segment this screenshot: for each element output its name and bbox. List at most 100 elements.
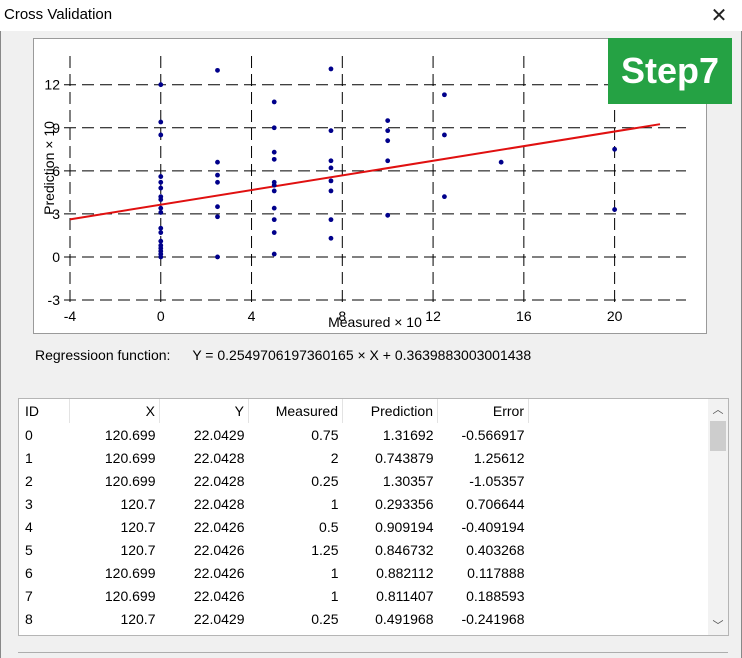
- data-point: [385, 158, 391, 164]
- cell-prediction: 0.909194: [375, 518, 434, 535]
- column-header-id[interactable]: ID: [19, 399, 70, 423]
- step-badge-label: Step7: [620, 50, 720, 91]
- table-row[interactable]: 1 120.699 22.0428 2 0.743879 1.25612: [19, 446, 529, 469]
- cell-measured: 1: [330, 564, 339, 581]
- cell-x: 120.699: [104, 426, 156, 443]
- cell-y: 22.0429: [193, 426, 245, 443]
- x-tick-label: 12: [425, 308, 441, 324]
- cell-id: 1: [25, 449, 33, 466]
- table-row[interactable]: 2 120.699 22.0428 0.25 1.30357 -1.05357: [19, 469, 529, 492]
- y-tick-label: 9: [52, 120, 60, 136]
- regression-line: [69, 123, 661, 221]
- cell-x: 120.7: [120, 541, 156, 558]
- cell-id: 3: [25, 495, 33, 512]
- table-row[interactable]: 8 120.7 22.0429 0.25 0.491968 -0.241968: [19, 607, 529, 630]
- column-header-error[interactable]: Error: [437, 399, 529, 423]
- cell-error: -1.05357: [469, 472, 525, 489]
- close-icon: ✕: [710, 5, 728, 27]
- cell-y: 22.0426: [193, 541, 245, 558]
- table-row[interactable]: 3 120.7 22.0428 1 0.293356 0.706644: [19, 492, 529, 515]
- cell-error: -0.566917: [461, 426, 525, 443]
- vertical-scrollbar[interactable]: ︿ ﹀: [708, 399, 728, 635]
- column-header-x[interactable]: X: [69, 399, 160, 423]
- y-tick-label: -3: [48, 292, 61, 308]
- cell-error: 0.117888: [467, 564, 525, 581]
- table-row[interactable]: 4 120.7 22.0426 0.5 0.909194 -0.409194: [19, 515, 529, 538]
- scroll-up-icon[interactable]: ︿: [712, 404, 724, 416]
- data-point: [158, 174, 164, 179]
- data-point: [271, 182, 277, 188]
- data-point: [158, 225, 164, 231]
- data-point: [271, 125, 277, 131]
- cell-id: 0: [25, 426, 33, 443]
- column-header-prediction[interactable]: Prediction: [342, 399, 438, 423]
- data-point: [215, 204, 220, 210]
- cell-prediction: 0.882112: [376, 564, 434, 581]
- cell-measured: 0.25: [311, 472, 339, 489]
- scroll-down-icon[interactable]: ﹀: [712, 620, 724, 632]
- title-bar: Cross Validation ✕: [0, 0, 742, 31]
- cell-id: 6: [25, 564, 33, 581]
- y-axis-label: Prediction × 10: [41, 121, 57, 215]
- data-point: [158, 230, 164, 235]
- column-header-measured[interactable]: Measured: [248, 399, 343, 423]
- cell-measured: 1: [330, 587, 339, 604]
- column-header-y[interactable]: Y: [159, 399, 249, 423]
- data-point: [328, 128, 334, 134]
- table-row[interactable]: 5 120.7 22.0426 1.25 0.846732 0.403268: [19, 538, 529, 561]
- cell-prediction: 1.31692: [382, 426, 434, 443]
- data-point: [612, 146, 618, 152]
- data-point: [215, 172, 220, 178]
- data-point: [271, 205, 277, 211]
- close-button[interactable]: ✕: [696, 0, 742, 31]
- cell-y: 22.0429: [193, 610, 245, 627]
- y-tick-label: 6: [52, 163, 60, 179]
- cell-x: 120.7: [120, 495, 156, 512]
- cell-prediction: 0.846732: [375, 541, 434, 558]
- cell-measured: 0.5: [319, 518, 339, 535]
- cell-prediction: 0.293356: [375, 495, 434, 512]
- data-point: [328, 235, 334, 241]
- regression-function: Regressioon function: Y = 0.254970619736…: [35, 347, 531, 363]
- table-row[interactable]: 6 120.699 22.0426 1 0.882112 0.117888: [19, 561, 529, 584]
- cell-id: 4: [25, 518, 33, 535]
- data-point: [385, 212, 391, 218]
- data-point: [385, 118, 391, 123]
- data-point: [215, 254, 220, 260]
- x-tick-label: 8: [338, 308, 346, 324]
- data-point: [442, 92, 447, 98]
- cell-error: -0.241968: [461, 610, 525, 627]
- cell-x: 120.699: [104, 587, 156, 604]
- regression-label: Regressioon function:: [35, 347, 171, 363]
- cell-id: 8: [25, 610, 33, 627]
- data-point: [442, 132, 447, 138]
- data-point: [328, 217, 334, 223]
- cell-prediction: 0.491968: [375, 610, 434, 627]
- cell-error: 1.25612: [473, 449, 525, 466]
- data-point: [271, 188, 277, 194]
- cell-x: 120.7: [120, 518, 156, 535]
- x-axis-label: Measured × 10: [328, 314, 422, 330]
- data-point: [612, 207, 618, 212]
- y-tick-label: 0: [52, 249, 60, 265]
- data-point: [158, 82, 164, 88]
- cell-measured: 1.25: [311, 541, 339, 558]
- data-point: [158, 185, 164, 191]
- table-row[interactable]: 0 120.699 22.0429 0.75 1.31692 -0.566917: [19, 423, 529, 446]
- scrollbar-thumb[interactable]: [710, 421, 726, 451]
- cell-measured: 1: [330, 495, 339, 512]
- cell-y: 22.0428: [193, 472, 245, 489]
- data-point: [328, 188, 334, 194]
- data-point: [328, 158, 334, 164]
- regression-equation: Y = 0.2549706197360165 × X + 0.363988300…: [192, 347, 532, 363]
- data-point: [158, 119, 164, 125]
- y-tick-label: 12: [44, 77, 60, 93]
- table-row[interactable]: 7 120.699 22.0426 1 0.811407 0.188593: [19, 584, 529, 607]
- x-tick-label: -4: [64, 308, 77, 324]
- data-point: [215, 214, 220, 220]
- x-tick-label: 16: [516, 308, 532, 324]
- data-point: [158, 210, 164, 215]
- results-table[interactable]: ID X Y Measured Prediction Error 0 120.69…: [18, 398, 729, 636]
- data-point: [328, 178, 334, 184]
- cell-prediction: 0.811407: [376, 587, 434, 604]
